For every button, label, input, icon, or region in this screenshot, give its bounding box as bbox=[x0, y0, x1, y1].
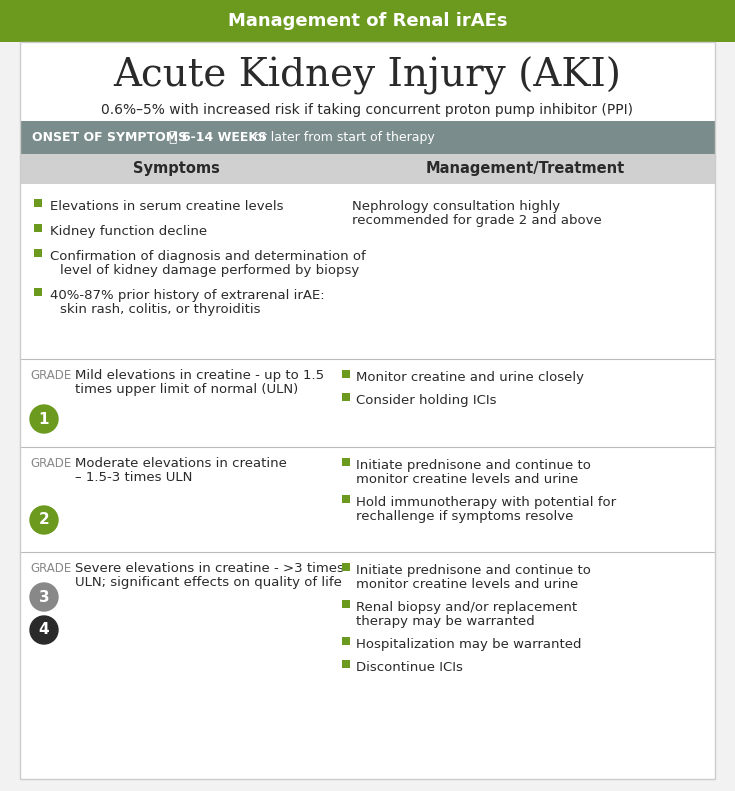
Text: Mild elevations in creatine - up to 1.5: Mild elevations in creatine - up to 1.5 bbox=[75, 369, 324, 382]
Text: 0.6%–5% with increased risk if taking concurrent proton pump inhibitor (PPI): 0.6%–5% with increased risk if taking co… bbox=[101, 103, 634, 117]
FancyBboxPatch shape bbox=[342, 637, 350, 645]
FancyBboxPatch shape bbox=[342, 660, 350, 668]
Text: GRADE: GRADE bbox=[30, 457, 71, 470]
Text: therapy may be warranted: therapy may be warranted bbox=[356, 615, 535, 628]
FancyBboxPatch shape bbox=[20, 552, 715, 779]
Text: Nephrology consultation highly: Nephrology consultation highly bbox=[352, 200, 560, 213]
Text: recommended for grade 2 and above: recommended for grade 2 and above bbox=[352, 214, 602, 227]
FancyBboxPatch shape bbox=[20, 359, 715, 447]
FancyBboxPatch shape bbox=[0, 0, 735, 42]
Text: monitor creatine levels and urine: monitor creatine levels and urine bbox=[356, 578, 578, 591]
Text: ONSET OF SYMPTOMS: ONSET OF SYMPTOMS bbox=[32, 131, 187, 144]
Circle shape bbox=[30, 616, 58, 644]
Text: Hospitalization may be warranted: Hospitalization may be warranted bbox=[356, 638, 581, 651]
FancyBboxPatch shape bbox=[34, 288, 42, 296]
Text: 2: 2 bbox=[39, 513, 49, 528]
FancyBboxPatch shape bbox=[342, 495, 350, 503]
FancyBboxPatch shape bbox=[34, 249, 42, 257]
Text: monitor creatine levels and urine: monitor creatine levels and urine bbox=[356, 473, 578, 486]
Text: Discontinue ICIs: Discontinue ICIs bbox=[356, 661, 463, 674]
Text: Kidney function decline: Kidney function decline bbox=[50, 225, 207, 238]
Text: or later from start of therapy: or later from start of therapy bbox=[250, 131, 434, 144]
Text: Severe elevations in creatine - >3 times: Severe elevations in creatine - >3 times bbox=[75, 562, 344, 575]
FancyBboxPatch shape bbox=[342, 393, 350, 401]
FancyBboxPatch shape bbox=[342, 458, 350, 466]
FancyBboxPatch shape bbox=[342, 563, 350, 571]
Circle shape bbox=[30, 405, 58, 433]
FancyBboxPatch shape bbox=[34, 199, 42, 207]
Circle shape bbox=[30, 506, 58, 534]
Text: 4: 4 bbox=[39, 623, 49, 638]
FancyBboxPatch shape bbox=[34, 224, 42, 232]
Text: Elevations in serum creatine levels: Elevations in serum creatine levels bbox=[50, 200, 284, 213]
Text: ULN; significant effects on quality of life: ULN; significant effects on quality of l… bbox=[75, 576, 342, 589]
Text: Acute Kidney Injury (AKI): Acute Kidney Injury (AKI) bbox=[113, 57, 622, 96]
Text: – 1.5-3 times ULN: – 1.5-3 times ULN bbox=[75, 471, 193, 484]
FancyBboxPatch shape bbox=[20, 121, 715, 154]
FancyBboxPatch shape bbox=[342, 370, 350, 378]
Text: Hold immunotherapy with potential for: Hold immunotherapy with potential for bbox=[356, 496, 616, 509]
Text: Moderate elevations in creatine: Moderate elevations in creatine bbox=[75, 457, 287, 470]
Text: level of kidney damage performed by biopsy: level of kidney damage performed by biop… bbox=[60, 264, 359, 277]
Text: Initiate prednisone and continue to: Initiate prednisone and continue to bbox=[356, 459, 591, 472]
FancyBboxPatch shape bbox=[342, 600, 350, 608]
Text: Management/Treatment: Management/Treatment bbox=[426, 161, 625, 176]
FancyBboxPatch shape bbox=[20, 447, 715, 552]
Text: Confirmation of diagnosis and determination of: Confirmation of diagnosis and determinat… bbox=[50, 250, 366, 263]
FancyBboxPatch shape bbox=[20, 154, 715, 184]
Text: ⏱: ⏱ bbox=[168, 131, 176, 145]
Text: 6-14 WEEKS: 6-14 WEEKS bbox=[182, 131, 267, 144]
Text: times upper limit of normal (ULN): times upper limit of normal (ULN) bbox=[75, 383, 298, 396]
Text: GRADE: GRADE bbox=[30, 562, 71, 575]
Text: Symptoms: Symptoms bbox=[133, 161, 220, 176]
Circle shape bbox=[30, 583, 58, 611]
FancyBboxPatch shape bbox=[20, 42, 715, 779]
Text: Consider holding ICIs: Consider holding ICIs bbox=[356, 394, 497, 407]
Text: Initiate prednisone and continue to: Initiate prednisone and continue to bbox=[356, 564, 591, 577]
Text: 40%-87% prior history of extrarenal irAE:: 40%-87% prior history of extrarenal irAE… bbox=[50, 289, 325, 302]
Text: 1: 1 bbox=[39, 411, 49, 426]
Text: rechallenge if symptoms resolve: rechallenge if symptoms resolve bbox=[356, 510, 573, 523]
Text: Renal biopsy and/or replacement: Renal biopsy and/or replacement bbox=[356, 601, 577, 614]
Text: GRADE: GRADE bbox=[30, 369, 71, 382]
Text: Management of Renal irAEs: Management of Renal irAEs bbox=[228, 12, 507, 30]
Text: skin rash, colitis, or thyroiditis: skin rash, colitis, or thyroiditis bbox=[60, 303, 260, 316]
FancyBboxPatch shape bbox=[20, 184, 715, 359]
Text: Monitor creatine and urine closely: Monitor creatine and urine closely bbox=[356, 371, 584, 384]
Text: 3: 3 bbox=[39, 589, 49, 604]
